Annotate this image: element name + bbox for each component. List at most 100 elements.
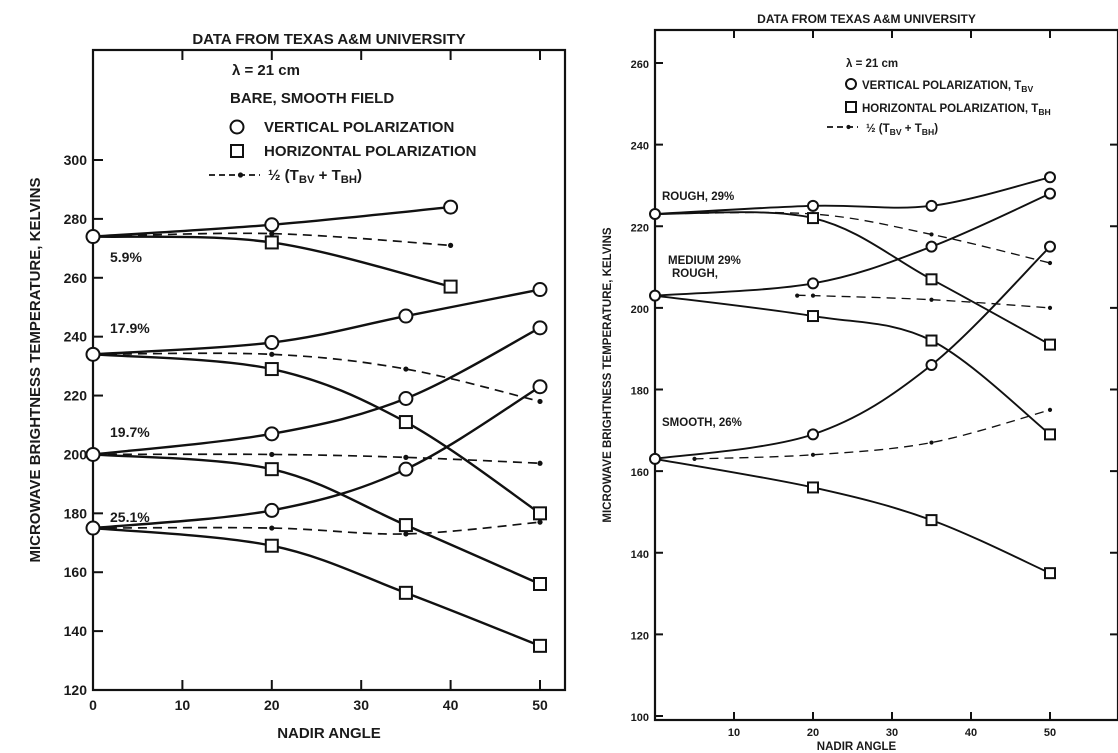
group-label: 5.9%: [110, 249, 142, 265]
average-point: [537, 398, 543, 405]
x-tick-label: 40: [443, 697, 459, 713]
average-point: [537, 460, 543, 466]
legend-average-label: ½ (TBV + TBH): [268, 167, 362, 186]
legend: λ = 21 cm VERTICAL POLARIZATION, TBV HORIZ…: [827, 58, 1051, 137]
chart-left: DATA FROM TEXAS A&M UNIVERSITY NADIR ANGL…: [27, 31, 567, 742]
series-group: ROUGH, 29%: [649, 171, 1056, 351]
series-group: 5.9%: [85, 199, 459, 294]
vertical-polarization-point: [925, 359, 938, 372]
vertical-polarization-line: [92, 385, 541, 530]
vertical-polarization-point: [532, 320, 548, 336]
vertical-polarization-point: [398, 391, 414, 406]
x-axis-label: NADIR ANGLE: [817, 741, 897, 753]
x-tick-label: 0: [89, 697, 97, 713]
average-point: [810, 293, 816, 298]
legend-vertical-symbol: [845, 78, 857, 90]
average-line: [694, 409, 1051, 460]
y-tick-label: 240: [631, 141, 649, 153]
horizontal-polarization-point: [264, 235, 279, 250]
horizontal-polarization-point: [264, 538, 279, 553]
vertical-polarization-point: [264, 335, 280, 351]
series-group: SMOOTH, 26%: [649, 240, 1056, 580]
average-point: [795, 293, 800, 298]
average-point: [929, 440, 934, 445]
x-tick-label: 20: [807, 727, 819, 739]
horizontal-polarization-point: [533, 577, 547, 591]
horizontal-polarization-point: [398, 518, 413, 533]
horizontal-polarization-point: [925, 334, 938, 347]
y-tick-label: 200: [631, 304, 649, 316]
legend-line: λ = 21 cm: [846, 58, 898, 70]
series-group: 25.1%: [85, 379, 548, 653]
y-tick-label: 140: [64, 623, 88, 639]
average-point: [1047, 260, 1053, 266]
vertical-polarization-point: [85, 346, 101, 362]
group-label: 25.1%: [110, 509, 150, 525]
vertical-polarization-point: [1044, 187, 1056, 200]
chart-title: DATA FROM TEXAS A&M UNIVERSITY: [757, 12, 976, 26]
average-point: [1047, 305, 1053, 310]
y-tick-label: 180: [631, 386, 649, 398]
average-point: [692, 456, 697, 461]
x-tick-label: 30: [886, 727, 898, 739]
horizontal-polarization-line: [92, 353, 541, 515]
horizontal-polarization-point: [398, 585, 413, 600]
average-line: [92, 232, 451, 247]
vertical-polarization-point: [264, 217, 280, 233]
average-point: [269, 351, 275, 357]
x-tick-label: 50: [1044, 727, 1056, 739]
average-point: [929, 297, 934, 302]
vertical-polarization-point: [443, 199, 459, 215]
y-tick-label: 240: [64, 329, 88, 345]
series-group: 19.7%: [85, 320, 548, 591]
legend-vertical-symbol: [229, 119, 245, 135]
horizontal-polarization-point: [533, 506, 547, 521]
average-point: [448, 242, 454, 248]
average-point: [403, 366, 409, 372]
legend-line: λ = 21 cm: [232, 62, 300, 79]
legend-average-point: [846, 124, 851, 130]
horizontal-polarization-point: [533, 638, 547, 653]
vertical-polarization-line: [92, 326, 541, 456]
vertical-polarization-line: [92, 288, 541, 356]
legend-horizontal-label: HORIZONTAL POLARIZATION, TBH: [862, 103, 1051, 117]
x-tick-label: 10: [728, 727, 740, 739]
group-label: MEDIUM 29%: [668, 255, 741, 267]
average-point: [1047, 407, 1053, 413]
chart-right: DATA FROM TEXAS A&M UNIVERSITY NADIR ANGL…: [602, 12, 1118, 753]
x-tick-label: 40: [965, 727, 977, 739]
horizontal-polarization-point: [443, 279, 458, 294]
average-point: [403, 531, 409, 537]
y-tick-label: 300: [64, 152, 88, 168]
legend-horizontal-symbol: [845, 101, 857, 113]
horizontal-polarization-point: [807, 481, 819, 494]
series-group: MEDIUM 29%ROUGH,: [649, 187, 1056, 441]
horizontal-polarization-line: [654, 294, 1051, 436]
vertical-polarization-point: [807, 277, 819, 290]
x-tick-label: 30: [353, 697, 369, 713]
average-point: [810, 452, 816, 457]
vertical-polarization-point: [649, 289, 661, 302]
vertical-polarization-point: [925, 199, 938, 212]
vertical-polarization-point: [649, 208, 661, 221]
y-tick-label: 160: [631, 467, 649, 479]
average-line: [796, 294, 1051, 309]
group-label: SMOOTH, 26%: [662, 417, 742, 429]
y-axis-label: MICROWAVE BRIGHTNESS TEMPERATURE, KELVIN…: [27, 177, 44, 562]
horizontal-polarization-point: [264, 462, 279, 477]
y-tick-label: 220: [64, 388, 88, 404]
y-axis-label: MICROWAVE BRIGHTNESS TEMPERATURE, KELVIN…: [602, 227, 614, 523]
horizontal-polarization-line: [654, 457, 1051, 575]
vertical-polarization-point: [85, 520, 101, 536]
vertical-polarization-point: [807, 199, 819, 212]
vertical-polarization-point: [85, 446, 101, 462]
legend-average-point: [237, 172, 244, 178]
vertical-polarization-point: [532, 282, 548, 298]
legend-vertical-label: VERTICAL POLARIZATION, TBV: [862, 80, 1034, 94]
plot-frame: [91, 48, 567, 692]
y-tick-label: 280: [64, 211, 88, 227]
x-axis-label: NADIR ANGLE: [277, 725, 381, 742]
average-point: [269, 525, 275, 531]
y-tick-label: 180: [64, 505, 88, 521]
